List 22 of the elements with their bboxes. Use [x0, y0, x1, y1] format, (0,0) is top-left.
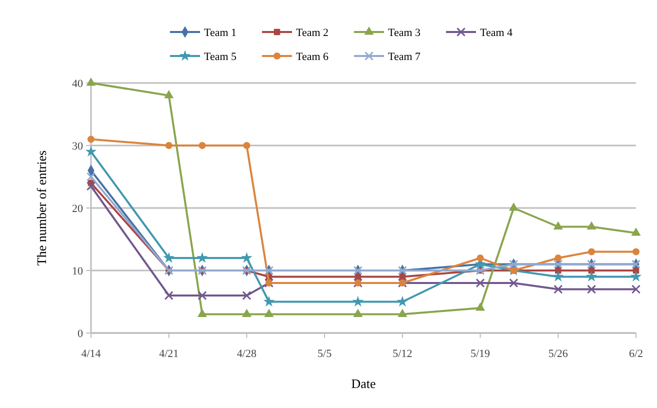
y-tick-label: 10	[72, 266, 84, 278]
legend-label: Team 7	[388, 51, 422, 63]
x-tick-label: 4/14	[81, 348, 102, 360]
y-tick-label: 0	[78, 328, 84, 340]
y-axis-title: The number of entries	[34, 150, 49, 266]
legend-label: Team 5	[204, 51, 238, 63]
y-tick-label: 20	[72, 203, 84, 215]
x-tick-label: 4/21	[159, 348, 179, 360]
y-tick-label: 40	[72, 78, 84, 90]
x-tick-label: 4/28	[236, 348, 257, 360]
x-tick-label: 5/12	[392, 348, 412, 360]
x-tick-label: 5/26	[548, 348, 568, 360]
x-tick-label: 5/5	[318, 348, 332, 360]
x-tick-label: 5/19	[470, 348, 491, 360]
legend-label: Team 1	[204, 27, 237, 39]
x-tick-label: 6/2	[628, 348, 644, 360]
x-axis-title: Date	[351, 376, 376, 391]
legend-label: Team 4	[480, 27, 514, 39]
y-tick-label: 30	[72, 140, 84, 152]
legend-label: Team 3	[388, 27, 422, 39]
legend-label: Team 2	[296, 27, 329, 39]
legend-label: Team 6	[296, 51, 330, 63]
